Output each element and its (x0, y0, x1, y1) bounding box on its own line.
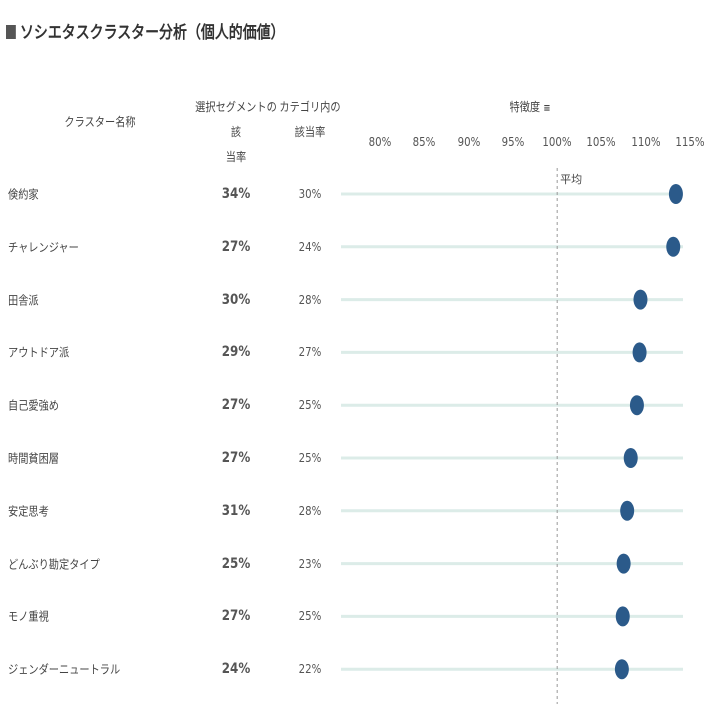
segment-rate: 27% (221, 450, 251, 466)
score-dot[interactable] (616, 553, 631, 574)
segment-rate: 24% (221, 661, 251, 678)
category-rate: 28% (298, 503, 322, 518)
header-segment-rate-line1: 選択セグメントの該 (195, 100, 277, 139)
category-rate: 25% (298, 609, 322, 624)
cluster-name: チャレンジャー (8, 240, 79, 255)
x-tick-label: 110% (631, 135, 661, 149)
score-dot[interactable] (614, 659, 629, 680)
category-rate: 25% (298, 398, 322, 413)
category-rate: 22% (298, 662, 322, 677)
score-dot[interactable] (623, 448, 638, 468)
cluster-name: 倹約家 (8, 187, 39, 202)
segment-rate: 31% (221, 502, 251, 519)
header-segment-rate-line2: 当率 (225, 150, 247, 164)
x-tick-label: 115% (675, 135, 704, 149)
header-score[interactable]: 特徴度 ≡ (488, 95, 573, 121)
score-dot[interactable] (620, 500, 635, 521)
cluster-name: ジェンダーニュートラル (8, 662, 121, 677)
segment-rate: 25% (221, 555, 251, 572)
x-tick-label: 90% (457, 135, 480, 149)
header-category-rate-line2: 該当率 (294, 125, 326, 139)
x-tick-label: 100% (542, 135, 572, 149)
category-rate: 28% (298, 292, 322, 307)
segment-rate: 27% (221, 397, 251, 414)
cluster-name: アウトドア派 (8, 345, 70, 360)
x-tick-label: 85% (412, 135, 436, 149)
page-title: ソシエタスクラスター分析（個人的価値） (6, 18, 285, 43)
x-tick-label: 105% (586, 135, 617, 149)
category-rate: 25% (298, 451, 322, 465)
score-dot[interactable] (632, 342, 647, 363)
x-tick-label: 95% (501, 135, 525, 149)
header-segment-rate: 選択セグメントの該当率 (194, 95, 279, 170)
average-label: 平均 (560, 173, 582, 186)
category-rate: 24% (298, 239, 322, 254)
segment-rate: 30% (221, 291, 251, 308)
cluster-name: 時間貧困層 (8, 451, 60, 466)
sort-icon[interactable]: ≡ (543, 103, 551, 114)
header-category-rate-line1: カテゴリ内の (279, 100, 341, 114)
cluster-name: モノ重視 (8, 609, 49, 624)
score-dot[interactable] (615, 606, 630, 627)
segment-rate: 34% (221, 186, 251, 202)
category-rate: 27% (298, 345, 322, 360)
score-dot[interactable] (666, 236, 681, 257)
score-dot[interactable] (629, 395, 644, 416)
header-score-label: 特徴度 (509, 100, 541, 114)
cluster-name: どんぶり勘定タイプ (8, 557, 100, 572)
score-dot[interactable] (668, 184, 683, 204)
segment-rate: 29% (221, 344, 251, 361)
category-rate: 23% (298, 556, 322, 571)
category-rate: 30% (298, 187, 322, 201)
x-tick-label: 80% (368, 135, 392, 149)
segment-rate: 27% (221, 608, 251, 625)
cluster-name: 自己愛強め (8, 398, 60, 413)
segment-rate: 27% (221, 238, 251, 255)
title-square-icon (6, 25, 16, 39)
cluster-name: 安定思考 (8, 504, 49, 519)
header-category-rate: カテゴリ内の 該当率 (268, 95, 353, 145)
score-dot[interactable] (633, 289, 648, 310)
cluster-name: 田舎派 (8, 293, 39, 308)
title-text: ソシエタスクラスター分析（個人的価値） (19, 23, 285, 43)
header-cluster-name: クラスター名称 (64, 115, 136, 129)
